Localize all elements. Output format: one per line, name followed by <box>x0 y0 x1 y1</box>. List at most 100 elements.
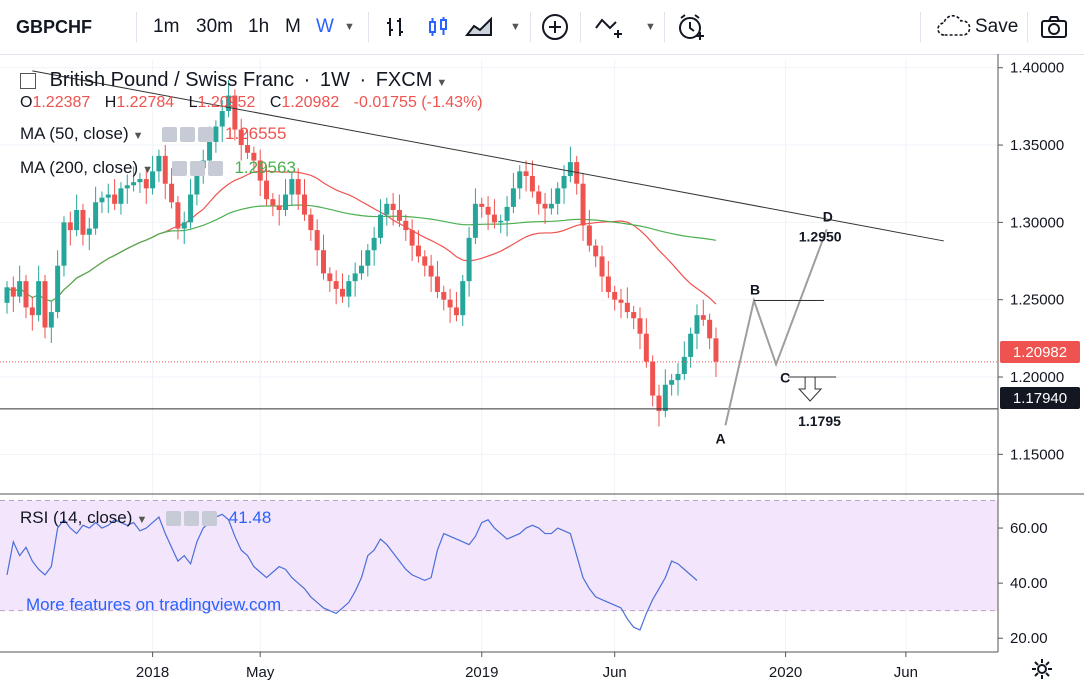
toolbar-divider <box>920 12 921 42</box>
rsi-settings-icon[interactable] <box>184 511 200 527</box>
candle-body <box>74 210 80 231</box>
rsi-tick-label: 20.00 <box>1010 630 1048 647</box>
drawing-tools-dropdown-chevron-icon[interactable]: ▼ <box>645 21 656 33</box>
candle-body <box>605 276 611 292</box>
ma50-chevron-icon[interactable]: ▼ <box>132 130 144 142</box>
legend-chevron-icon[interactable]: ▼ <box>436 77 448 89</box>
collapse-legend-icon[interactable] <box>20 72 36 89</box>
candle-body <box>415 245 421 257</box>
candle-body <box>188 194 194 223</box>
rsi-visibility-icon[interactable] <box>166 511 182 527</box>
candle-body <box>358 265 364 274</box>
change-value: -0.01755 (-1.43%) <box>353 94 483 111</box>
indicators-plus-icon[interactable] <box>540 0 570 54</box>
candle-body <box>175 202 181 229</box>
bar-style-icon[interactable] <box>384 0 408 54</box>
alert-clock-icon[interactable] <box>676 0 706 54</box>
drawing-tools-icon[interactable] <box>594 0 626 54</box>
pattern-point-label: D <box>823 208 833 224</box>
interval-month-button[interactable]: M <box>285 16 301 37</box>
settings-gear-icon[interactable] <box>1030 657 1054 681</box>
candles-style-icon[interactable] <box>426 0 450 54</box>
chart-style-dropdown-chevron-icon[interactable]: ▼ <box>510 21 521 33</box>
candle-body <box>219 111 225 127</box>
candle-body <box>4 287 10 303</box>
last-price-tag: 1.20982 <box>1000 341 1080 363</box>
area-style-icon[interactable] <box>465 0 493 54</box>
candle-body <box>472 203 478 238</box>
pattern-point-label: B <box>750 281 760 297</box>
candle-body <box>523 171 529 176</box>
interval-30m-button[interactable]: 30m <box>196 16 233 37</box>
candle-body <box>694 315 700 334</box>
tradingview-link[interactable]: More features on tradingview.com <box>26 595 282 614</box>
candle-body <box>707 319 713 339</box>
candle-body <box>169 183 175 203</box>
toolbar-divider <box>664 12 665 42</box>
toolbar-divider <box>368 12 369 42</box>
candle-body <box>485 206 491 215</box>
ma200-chevron-icon[interactable]: ▼ <box>142 164 153 176</box>
candle-body <box>681 356 687 374</box>
save-cloud-icon[interactable] <box>936 0 972 54</box>
candle-body <box>257 160 263 181</box>
candle-body <box>42 281 48 328</box>
ma50-visibility-icon[interactable] <box>162 127 178 143</box>
candle-body <box>270 199 276 206</box>
interval-1m-button[interactable]: 1m <box>153 16 180 37</box>
candle-body <box>371 237 377 251</box>
candle-body <box>624 302 630 313</box>
ohlc-values: O1.22387 H1.22784 L1.20952 C1.20982 -0.0… <box>20 94 487 112</box>
candle-body <box>384 203 390 215</box>
ma200-settings-icon[interactable] <box>189 161 205 177</box>
candle-body <box>327 273 333 282</box>
candle-body <box>339 288 345 297</box>
price-tick-label: 1.40000 <box>1010 60 1064 77</box>
ma50-close-icon[interactable] <box>198 127 214 143</box>
symbol-search-button[interactable]: GBPCHF <box>16 16 92 37</box>
candle-body <box>118 188 124 204</box>
ma200-line <box>6 204 717 302</box>
interval-dropdown-chevron-icon[interactable]: ▼ <box>344 21 355 33</box>
camera-snapshot-icon[interactable] <box>1040 0 1068 54</box>
price-tick-label: 1.20000 <box>1010 369 1064 386</box>
candle-body <box>517 171 523 189</box>
interval-1h-button[interactable]: 1h <box>248 16 270 37</box>
candle-body <box>536 191 542 204</box>
candle-body <box>441 291 447 300</box>
candle-body <box>599 256 605 277</box>
candle-body <box>460 281 466 316</box>
candle-body <box>428 265 434 277</box>
low-value: 1.20952 <box>197 94 256 111</box>
candle-body <box>150 171 156 189</box>
candle-body <box>612 291 618 300</box>
candle-body <box>453 307 459 316</box>
rsi-close-icon[interactable] <box>202 511 218 527</box>
interval-week-button[interactable]: W <box>316 16 334 37</box>
candle-body <box>314 230 320 251</box>
legend-exchange: FXCM <box>375 69 433 91</box>
save-button[interactable]: Save <box>975 16 1019 37</box>
candle-body <box>510 188 516 207</box>
pattern-annotations: A B C D 1.2950 1.1795 <box>0 70 998 446</box>
rsi-chevron-icon[interactable]: ▼ <box>136 514 148 526</box>
ma200-visibility-icon[interactable] <box>171 161 187 177</box>
high-label: H <box>104 94 117 111</box>
candle-body <box>548 203 554 209</box>
ma200-close-icon[interactable] <box>207 161 223 177</box>
candle-body <box>498 220 504 223</box>
candle-body <box>352 273 358 282</box>
candle-body <box>194 168 200 195</box>
candle-body <box>232 95 238 130</box>
candle-body <box>650 361 656 396</box>
down-arrow-icon <box>797 376 823 402</box>
candle-body <box>466 237 472 282</box>
legend-interval: 1W <box>319 69 350 91</box>
candle-body <box>555 188 561 204</box>
candle-body <box>346 281 352 297</box>
ma50-settings-icon[interactable] <box>180 127 196 143</box>
rsi-label: RSI (14, close) <box>20 508 133 527</box>
time-tick-label: Jun <box>603 664 627 681</box>
candle-body <box>643 333 649 362</box>
candle-body <box>409 230 415 246</box>
